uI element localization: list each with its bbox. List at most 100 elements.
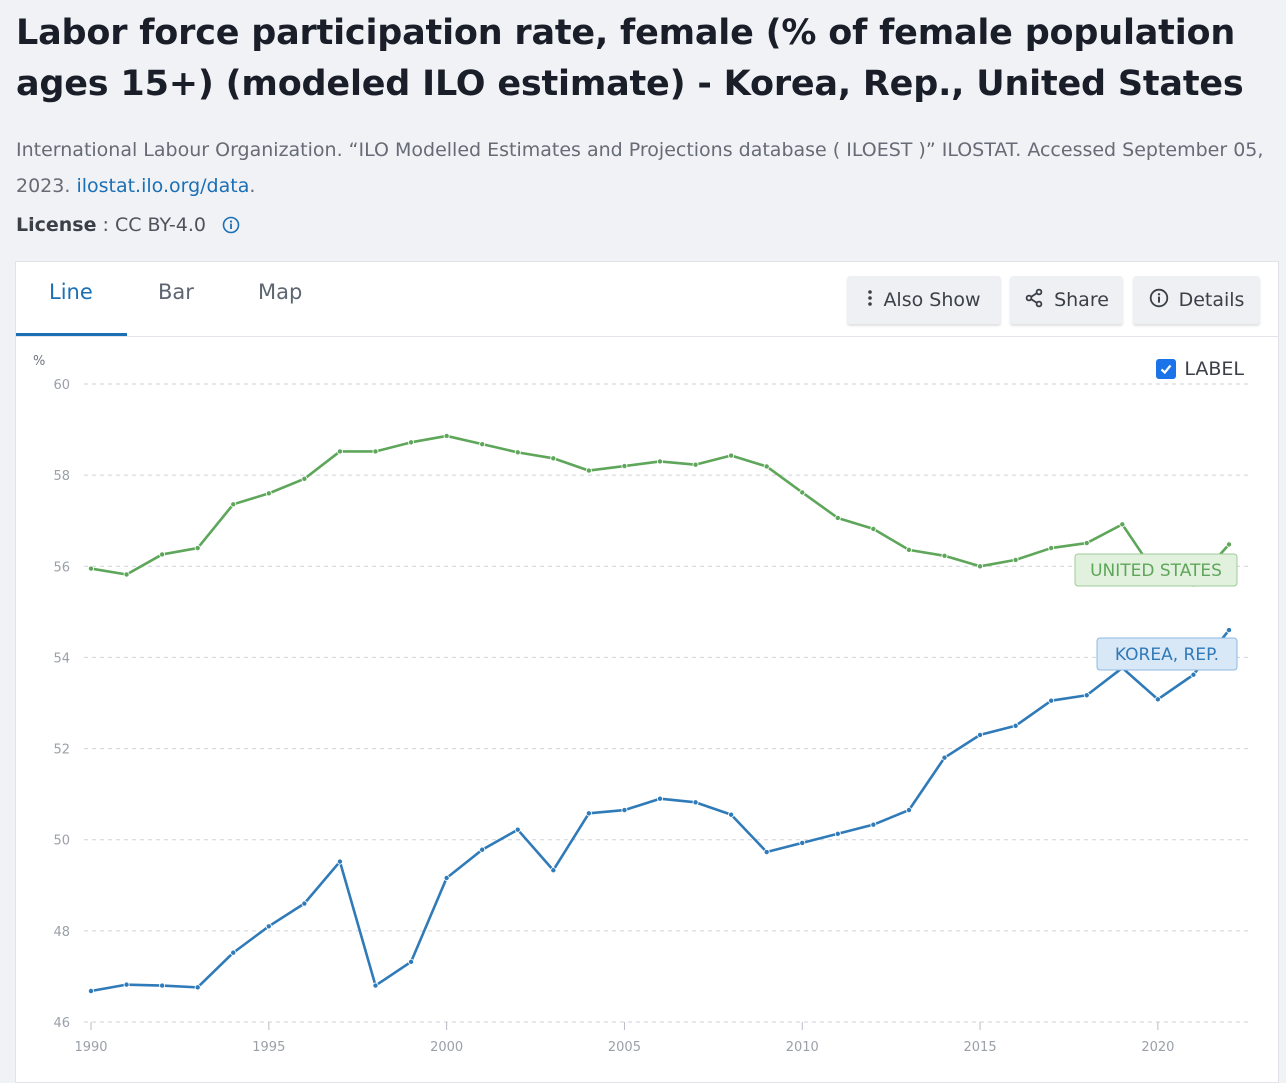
data-point bbox=[941, 552, 948, 559]
data-point bbox=[479, 846, 486, 853]
source-end: . bbox=[249, 175, 256, 197]
data-point bbox=[905, 546, 912, 553]
data-point bbox=[479, 441, 486, 448]
y-tick-label: 48 bbox=[53, 925, 70, 940]
data-point bbox=[265, 923, 272, 930]
data-point bbox=[1048, 545, 1055, 552]
series-label-korea-box bbox=[1096, 637, 1238, 671]
data-point bbox=[301, 900, 308, 907]
data-point bbox=[728, 811, 735, 818]
data-point bbox=[692, 799, 699, 806]
data-point bbox=[834, 514, 841, 521]
info-icon[interactable] bbox=[222, 210, 240, 246]
data-point bbox=[621, 807, 628, 814]
info-circle-icon bbox=[1149, 288, 1169, 313]
data-point bbox=[194, 984, 201, 991]
tab-line[interactable]: Line bbox=[49, 280, 93, 304]
line-chart: % 46 48 50 52 54 56 58 60 1990 1995 2000 2005 2010 201… bbox=[33, 354, 1250, 1055]
data-point bbox=[159, 982, 166, 989]
data-point bbox=[763, 849, 770, 856]
data-point bbox=[550, 455, 557, 462]
label-checkbox[interactable] bbox=[1156, 359, 1177, 379]
details-button[interactable]: Details bbox=[1133, 276, 1260, 324]
data-point bbox=[123, 981, 130, 988]
also-show-button[interactable]: Also Show bbox=[847, 276, 1001, 324]
data-point bbox=[336, 858, 343, 865]
data-point bbox=[408, 958, 415, 965]
data-point bbox=[728, 452, 735, 459]
data-point bbox=[1012, 722, 1019, 729]
license-value: CC BY-4.0 bbox=[114, 214, 206, 236]
tab-map[interactable]: Map bbox=[258, 280, 303, 304]
data-point bbox=[799, 489, 806, 496]
series-line-korea bbox=[90, 629, 1231, 993]
series-label-united-states-box bbox=[1074, 553, 1238, 587]
data-point bbox=[870, 821, 877, 828]
data-point bbox=[1048, 697, 1055, 704]
tab-bar[interactable]: Bar bbox=[158, 280, 194, 304]
chart-panel: Line Bar Map Also Show Share Details LAB… bbox=[15, 261, 1279, 1083]
x-tick-label: 2020 bbox=[1141, 1040, 1174, 1055]
data-point bbox=[372, 448, 379, 455]
license-label: License bbox=[16, 214, 97, 236]
data-point bbox=[585, 810, 592, 817]
source-link[interactable]: ilostat.ilo.org/data bbox=[76, 175, 250, 197]
y-tick-label: 58 bbox=[53, 469, 70, 484]
data-point bbox=[336, 448, 343, 455]
data-point bbox=[905, 807, 912, 814]
data-point bbox=[230, 501, 237, 508]
data-point bbox=[443, 432, 450, 439]
data-point bbox=[1190, 671, 1197, 678]
data-point bbox=[372, 982, 379, 989]
data-point bbox=[657, 795, 664, 802]
more-vertical-icon bbox=[867, 289, 873, 312]
series-line-united-states bbox=[90, 434, 1230, 586]
data-point bbox=[1119, 521, 1126, 528]
data-point bbox=[443, 874, 450, 881]
data-point bbox=[763, 463, 770, 470]
data-point bbox=[1226, 627, 1233, 634]
x-tick-label: 2010 bbox=[786, 1040, 819, 1055]
share-icon bbox=[1024, 288, 1044, 313]
data-point bbox=[301, 475, 308, 482]
y-tick-label: 50 bbox=[53, 834, 70, 849]
x-tick-label: 1995 bbox=[252, 1040, 285, 1055]
data-point bbox=[514, 449, 521, 456]
details-label: Details bbox=[1178, 289, 1245, 311]
label-toggle-text: LABEL bbox=[1184, 358, 1244, 380]
x-tick-label: 1990 bbox=[74, 1040, 107, 1055]
data-point bbox=[514, 826, 521, 833]
label-toggle[interactable]: LABEL bbox=[1156, 358, 1244, 380]
check-icon bbox=[1161, 364, 1172, 375]
data-point bbox=[88, 565, 95, 572]
series-label-korea: KOREA, REP. bbox=[1115, 645, 1219, 665]
data-point bbox=[1083, 692, 1090, 699]
data-point bbox=[941, 754, 948, 761]
data-point bbox=[88, 988, 95, 995]
data-point bbox=[408, 439, 415, 446]
license-line: License : CC BY-4.0 bbox=[16, 207, 240, 246]
series-label-united-states: UNITED STATES bbox=[1090, 561, 1222, 581]
share-button[interactable]: Share bbox=[1010, 276, 1123, 324]
source-text: International Labour Organization. “ILO … bbox=[16, 139, 1264, 197]
data-point bbox=[1226, 541, 1233, 548]
data-point bbox=[230, 949, 237, 956]
data-point bbox=[1012, 556, 1019, 563]
data-point bbox=[870, 525, 877, 532]
data-point bbox=[799, 839, 806, 846]
data-point bbox=[1154, 696, 1161, 703]
data-point bbox=[159, 551, 166, 558]
y-tick-label: 46 bbox=[53, 1016, 70, 1031]
source-citation: International Labour Organization. “ILO … bbox=[16, 132, 1278, 204]
also-show-label: Also Show bbox=[883, 289, 981, 311]
data-point bbox=[657, 458, 664, 465]
y-unit-label: % bbox=[33, 354, 45, 369]
x-tick-label: 2005 bbox=[608, 1040, 641, 1055]
data-point bbox=[585, 467, 592, 474]
active-tab-indicator bbox=[16, 333, 127, 336]
x-tick-label: 2015 bbox=[964, 1040, 997, 1055]
license-separator: : bbox=[96, 214, 115, 236]
data-point bbox=[123, 571, 130, 578]
y-tick-label: 52 bbox=[53, 743, 70, 758]
data-point bbox=[692, 461, 699, 468]
